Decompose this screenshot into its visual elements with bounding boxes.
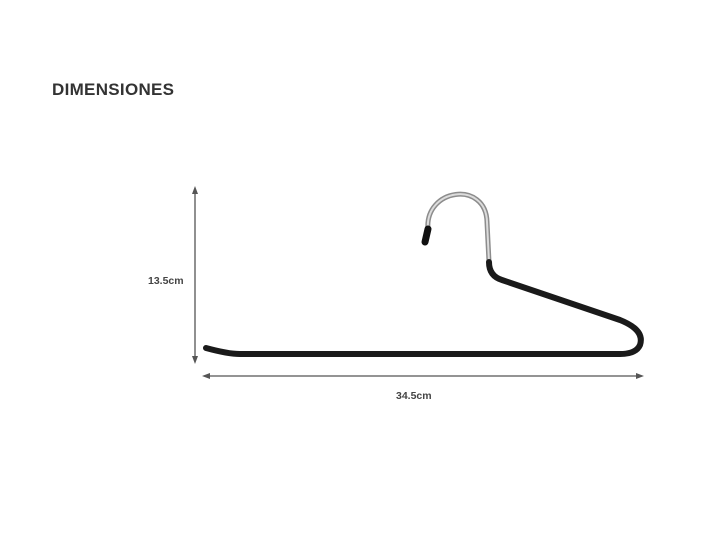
hook-cap — [421, 225, 432, 246]
page-title: DIMENSIONES — [52, 80, 175, 99]
hanger-bar — [203, 259, 644, 357]
height-arrow — [192, 186, 198, 364]
height-label: 13.5cm — [148, 275, 184, 287]
hanger-image — [203, 191, 644, 357]
width-arrow — [202, 373, 644, 379]
width-label: 34.5cm — [396, 390, 432, 402]
